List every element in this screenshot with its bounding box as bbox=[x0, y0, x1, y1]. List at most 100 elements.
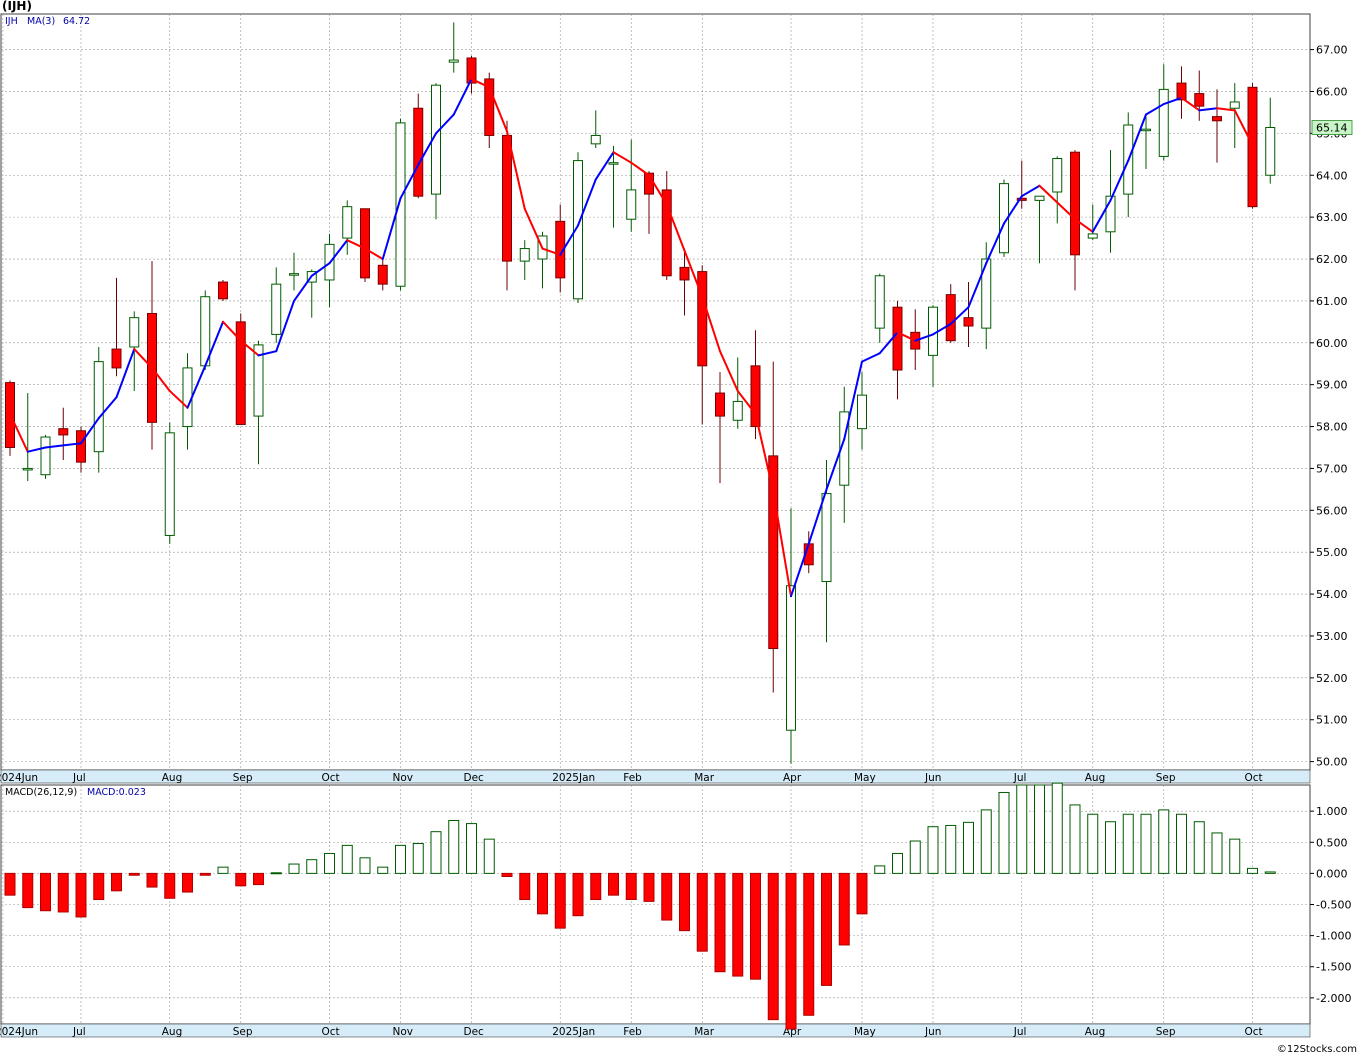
price-y-tick-label: 64.00 bbox=[1316, 169, 1348, 182]
macd-bar-positive bbox=[483, 838, 495, 874]
candle-body bbox=[732, 400, 743, 421]
macd-x-tick-label: Oct bbox=[322, 1026, 340, 1038]
ma3-segment bbox=[186, 364, 207, 409]
ma3-segment bbox=[1038, 184, 1059, 204]
ma3-segment bbox=[630, 161, 650, 177]
candle-body bbox=[626, 189, 637, 220]
candle-up bbox=[573, 152, 583, 303]
macd-bar-positive bbox=[1158, 809, 1170, 874]
candle-body bbox=[1212, 116, 1222, 122]
candle-body bbox=[821, 493, 832, 583]
price-x-tick-label: 2025Jan bbox=[552, 772, 595, 784]
ma3-segment bbox=[896, 331, 917, 342]
ma3-segment bbox=[364, 247, 384, 261]
macd-bar-negative bbox=[838, 872, 850, 946]
ma3-segment bbox=[719, 350, 739, 392]
ma3-segment bbox=[1198, 107, 1218, 112]
price-x-tick-label: Dec bbox=[464, 772, 485, 784]
macd-bar-positive bbox=[1193, 821, 1205, 874]
macd-bar-positive bbox=[306, 859, 318, 874]
candle-down bbox=[76, 426, 86, 473]
macd-bar-negative bbox=[501, 872, 513, 877]
candle-down bbox=[555, 204, 566, 293]
ma3-segment bbox=[594, 151, 615, 181]
price-x-tick-label: Aug bbox=[1085, 772, 1106, 784]
macd-bar-positive bbox=[341, 844, 353, 874]
candle-up bbox=[22, 393, 33, 482]
macd-bar-positive bbox=[395, 844, 406, 874]
ma3-segment bbox=[648, 174, 668, 206]
candle-body bbox=[466, 57, 477, 84]
price-y-tick-label: 61.00 bbox=[1316, 295, 1348, 308]
price-x-tick-label: Nov bbox=[393, 772, 414, 784]
ma3-segment bbox=[1216, 107, 1236, 112]
candle-up bbox=[40, 434, 51, 479]
candle-body bbox=[1229, 101, 1240, 109]
candle-up bbox=[839, 386, 850, 523]
candle-down bbox=[1194, 70, 1205, 121]
candle-up bbox=[1052, 156, 1063, 224]
candle-body bbox=[1265, 127, 1276, 176]
ma3-segment bbox=[701, 295, 721, 353]
candle-body bbox=[235, 321, 246, 425]
candle-body bbox=[1247, 86, 1258, 208]
macd-bar-negative bbox=[785, 872, 797, 1030]
candle-body bbox=[1087, 233, 1098, 239]
ma3-segment bbox=[790, 542, 810, 598]
macd-bar-positive bbox=[1105, 821, 1116, 874]
chart-title: (IJH) bbox=[2, 0, 32, 13]
candle-body bbox=[750, 365, 761, 428]
candle-body bbox=[502, 134, 512, 262]
ma-legend-value: 64.72 bbox=[63, 16, 90, 27]
macd-bar-positive bbox=[927, 826, 939, 874]
ma3-segment bbox=[523, 207, 544, 250]
candle-up bbox=[164, 422, 175, 544]
price-legend-symbol: IJH bbox=[5, 16, 18, 27]
candle-body bbox=[1141, 128, 1151, 132]
ma3-segment bbox=[914, 333, 934, 342]
ma3-segment bbox=[417, 132, 437, 166]
macd-bar-negative bbox=[40, 872, 51, 912]
ma3-segment bbox=[293, 274, 313, 302]
macd-bar-negative bbox=[590, 872, 602, 901]
macd-bar-negative bbox=[732, 872, 744, 977]
price-x-tick-label: Mar bbox=[694, 772, 714, 784]
macd-bar-negative bbox=[182, 872, 193, 893]
candle-down bbox=[697, 265, 708, 425]
price-x-tick-label: Jun bbox=[924, 772, 941, 784]
price-y-tick-label: 57.00 bbox=[1316, 462, 1348, 475]
ma3-segment bbox=[399, 163, 420, 200]
candle-up bbox=[1265, 97, 1276, 184]
candle-down bbox=[484, 72, 495, 149]
price-y-tick-label: 63.00 bbox=[1316, 211, 1348, 224]
macd-bar-positive bbox=[1176, 813, 1187, 874]
macd-x-tick-label: Jul bbox=[72, 1026, 86, 1038]
price-x-tick-label: Oct bbox=[322, 772, 340, 784]
macd-x-tick-label: Mar bbox=[694, 1026, 714, 1038]
candle-down bbox=[661, 171, 672, 280]
macd-legend-label: MACD(26,12,9) bbox=[5, 787, 77, 798]
macd-bar-positive bbox=[430, 831, 442, 874]
ma3-segment bbox=[1180, 96, 1201, 112]
ma3-segment bbox=[861, 352, 881, 363]
candle-body bbox=[679, 266, 690, 281]
macd-bar-negative bbox=[803, 872, 815, 1016]
candle-body bbox=[590, 134, 601, 145]
macd-bar-negative bbox=[164, 872, 176, 899]
candle-body bbox=[342, 206, 353, 239]
candle-body bbox=[928, 306, 938, 356]
candle-body bbox=[573, 160, 583, 300]
candle-body bbox=[271, 283, 282, 335]
candle-body bbox=[945, 294, 956, 342]
ma3-segment bbox=[168, 389, 189, 409]
ma3-segment bbox=[346, 239, 366, 250]
price-y-tick-label: 52.00 bbox=[1316, 672, 1348, 685]
price-y-tick-label: 58.00 bbox=[1316, 421, 1348, 434]
macd-x-tick-label: Aug bbox=[162, 1026, 183, 1038]
price-y-tick-label: 51.00 bbox=[1316, 714, 1348, 727]
candle-down bbox=[750, 330, 761, 440]
candle-body bbox=[93, 361, 104, 453]
candle-down bbox=[1176, 66, 1187, 119]
ma3-segment bbox=[985, 222, 1005, 265]
macd-x-tick-label: May bbox=[854, 1026, 876, 1038]
